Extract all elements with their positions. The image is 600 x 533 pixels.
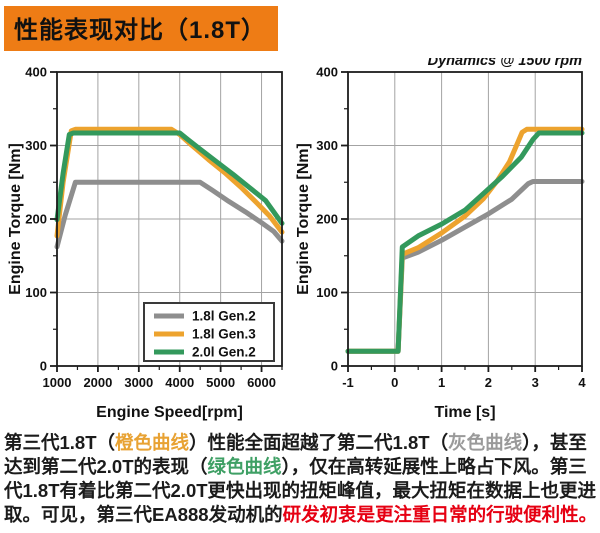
torque-vs-engine-speed-plot: 1000 2000 3000 4000 5000 6000 0 100 200 300 400 Eng…	[7, 65, 285, 421]
caption-segment-green: 绿色曲线	[207, 456, 282, 477]
y-axis-label: Engine Torque [Nm]	[295, 143, 312, 295]
y-axis-label: Engine Torque [Nm]	[7, 143, 24, 295]
legend: 1.8l Gen.2 1.8l Gen.3 2.0l Gen.2	[143, 302, 275, 362]
caption-segment-gray: 灰色曲线	[448, 432, 523, 453]
chart-title: Dynamics @ 1500 rpm	[428, 58, 582, 69]
caption-segment: 第三代1.8T（	[4, 432, 116, 453]
y-tick-label: 300	[25, 138, 47, 153]
caption-segment: 达到第二代2.0T的表现（	[4, 456, 208, 477]
y-tick-label: 400	[316, 65, 338, 80]
y-tick-label: 100	[25, 285, 47, 300]
x-axis-label: Time [s]	[434, 404, 495, 421]
curve-2.0l-gen.2	[54, 130, 285, 226]
curve-1.8l-gen.2	[54, 179, 285, 250]
caption-line: 取。可见，第三代EA888发动机的研发初衷是更注重日常的行驶便利性。	[4, 503, 598, 527]
torque-vs-time-plot: -1 0 1 2 3 4 0 100 200 300 400 Time [s] Engine Torqu…	[295, 58, 586, 421]
analysis-text: 第三代1.8T（橙色曲线）性能全面超越了第二代1.8T（灰色曲线），甚至 达到第二…	[4, 431, 598, 527]
caption-segment: 代1.8T有着比第二代2.0T更快出现的扭矩峰值，最大扭矩在数据上也更进	[4, 480, 597, 501]
curve-1.8l-gen.3	[345, 126, 585, 354]
y-tick-label: 200	[316, 212, 338, 227]
caption-segment-red: 研发初衷是更注重日常的行驶便利性。	[282, 504, 598, 525]
legend-label: 1.8l Gen.3	[192, 327, 256, 342]
y-tick-label: 300	[316, 138, 338, 153]
x-tick-label: 1	[438, 375, 445, 390]
caption-line: 第三代1.8T（橙色曲线）性能全面超越了第二代1.8T（灰色曲线），甚至	[4, 431, 598, 455]
x-axis-label: Engine Speed[rpm]	[96, 404, 243, 421]
x-tick-label: 3000	[124, 375, 153, 390]
caption-segment-orange: 橙色曲线	[115, 432, 190, 453]
caption-line: 达到第二代2.0T的表现（绿色曲线），仅在高转延展性上略占下风。第三	[4, 455, 598, 479]
x-tick-label: -1	[342, 375, 354, 390]
x-tick-label: 5000	[206, 375, 235, 390]
y-tick-label: 200	[25, 212, 47, 227]
page-title-banner: 性能表现对比（1.8T）	[4, 6, 279, 51]
page-title: 性能表现对比（1.8T）	[14, 17, 267, 44]
x-tick-label: 4	[578, 375, 586, 390]
y-tick-label: 0	[331, 359, 338, 374]
x-tick-label: 2000	[83, 375, 112, 390]
caption-segment: ），甚至	[522, 432, 587, 453]
y-tick-label: 400	[25, 65, 47, 80]
y-tick-label: 100	[316, 285, 338, 300]
x-tick-label: 6000	[247, 375, 276, 390]
x-tick-label: 3	[532, 375, 539, 390]
caption-segment: ），仅在高转延展性上略占下风。第三	[281, 456, 587, 477]
x-tick-label: 0	[391, 375, 398, 390]
caption-segment: 取。可见，第三代EA888发动机的	[4, 504, 283, 525]
torque-vs-engine-speed-chart: 1000 2000 3000 4000 5000 6000 0 100 200 300 400 Eng…	[6, 58, 302, 430]
x-tick-label: 2	[485, 375, 492, 390]
legend-label: 1.8l Gen.2	[192, 309, 256, 324]
y-tick-label: 0	[40, 359, 47, 374]
torque-vs-time-chart: -1 0 1 2 3 4 0 100 200 300 400 Time [s] Engine Torqu…	[294, 58, 594, 430]
caption-line: 代1.8T有着比第二代2.0T更快出现的扭矩峰值，最大扭矩在数据上也更进	[4, 479, 598, 503]
legend-label: 2.0l Gen.2	[192, 345, 256, 360]
caption-segment: ）性能全面超越了第二代1.8T（	[189, 432, 449, 453]
x-tick-label: 1000	[43, 375, 72, 390]
curve-2.0l-gen.2	[345, 130, 585, 354]
x-tick-label: 4000	[165, 375, 194, 390]
